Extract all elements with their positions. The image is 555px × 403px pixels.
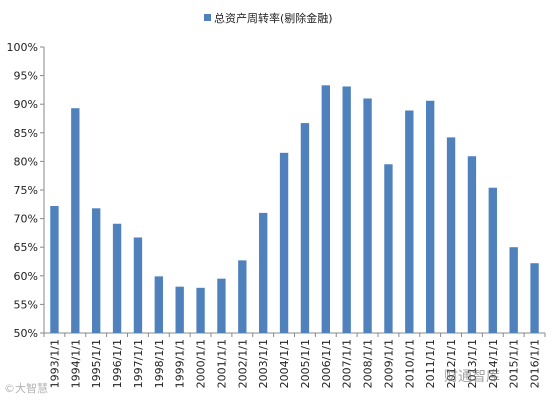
y-tick-label: 65%	[14, 241, 38, 254]
x-tick-label: 1998/1/1	[153, 339, 166, 388]
bar-2004/1/1	[279, 152, 289, 333]
bar-2002/1/1	[238, 260, 247, 333]
x-tick-label: 2008/1/1	[362, 339, 375, 388]
x-tick-label: 2009/1/1	[382, 339, 395, 388]
y-tick-label: 70%	[14, 213, 38, 226]
legend: 总资产周转率(剔除金融)	[204, 11, 333, 25]
y-tick-label: 50%	[14, 327, 38, 340]
x-tick-label: 1993/1/1	[48, 339, 61, 388]
y-tick-label: 55%	[14, 298, 38, 311]
x-tick-label: 2006/1/1	[320, 339, 333, 388]
bar-2010/1/1	[405, 110, 414, 333]
bar-2011/1/1	[426, 100, 435, 333]
bar-2005/1/1	[300, 123, 310, 334]
bar-1994/1/1	[71, 108, 80, 333]
bar-2000/1/1	[196, 287, 205, 333]
bar-2015/1/1	[509, 247, 518, 333]
bar-2016/1/1	[530, 263, 539, 333]
x-tick-label: 2001/1/1	[215, 339, 228, 388]
bar-1995/1/1	[92, 208, 101, 333]
x-tick-label: 2000/1/1	[195, 339, 208, 388]
bar-2006/1/1	[321, 85, 330, 333]
bar-2012/1/1	[446, 137, 456, 333]
bar-2001/1/1	[217, 278, 226, 333]
x-tick-label: 2003/1/1	[257, 339, 270, 388]
x-tick-label: 2010/1/1	[403, 339, 416, 388]
bars	[50, 85, 539, 334]
y-tick-label: 90%	[14, 98, 38, 111]
x-tick-label: 2004/1/1	[278, 339, 291, 388]
x-tick-label: 1995/1/1	[90, 339, 103, 388]
x-tick-label: 1996/1/1	[111, 339, 124, 388]
watermark-left: ©大智慧	[4, 382, 48, 395]
x-tick-label: 2015/1/1	[508, 339, 521, 388]
y-tick-label: 85%	[14, 127, 38, 140]
y-tick-label: 95%	[14, 70, 38, 83]
watermark-right: 财通智库	[444, 369, 500, 385]
y-axis-ticks: 50% 55% 60% 65% 70% 75% 80% 85% 90% 95% 100%	[7, 41, 44, 340]
x-tick-label: 1994/1/1	[69, 339, 82, 388]
x-tick-label: 2013/1/1	[466, 339, 479, 388]
bar-2003/1/1	[259, 212, 268, 333]
legend-label: 总资产周转率(剔除金融)	[214, 11, 333, 25]
x-tick-label: 2005/1/1	[299, 339, 312, 388]
x-tick-label: 2014/1/1	[487, 339, 500, 388]
y-tick-label: 80%	[14, 155, 38, 168]
y-tick-label: 60%	[14, 270, 38, 283]
legend-swatch	[204, 14, 211, 21]
bar-2008/1/1	[363, 98, 372, 333]
bar-1993/1/1	[50, 206, 59, 333]
bar-1998/1/1	[154, 276, 163, 333]
bar-2014/1/1	[488, 187, 497, 333]
x-tick-label: 2007/1/1	[341, 339, 354, 388]
x-tick-label: 2011/1/1	[424, 339, 437, 388]
bar-1999/1/1	[175, 286, 184, 333]
x-axis-ticks: 1993/1/1 1994/1/1 1995/1/1 1996/1/1 1997/1/1…	[43, 333, 546, 388]
bar-1997/1/1	[133, 237, 143, 333]
bar-2013/1/1	[467, 156, 477, 333]
y-tick-label: 100%	[7, 41, 38, 54]
bar-1996/1/1	[112, 223, 122, 333]
x-tick-label: 2002/1/1	[236, 339, 249, 388]
x-tick-label: 2012/1/1	[445, 339, 458, 388]
x-tick-label: 2016/1/1	[529, 339, 542, 388]
x-tick-label: 1999/1/1	[174, 339, 187, 388]
bar-2007/1/1	[342, 86, 351, 333]
x-tick-label: 1997/1/1	[132, 339, 145, 388]
bar-2009/1/1	[384, 164, 393, 333]
y-tick-label: 75%	[14, 184, 38, 197]
